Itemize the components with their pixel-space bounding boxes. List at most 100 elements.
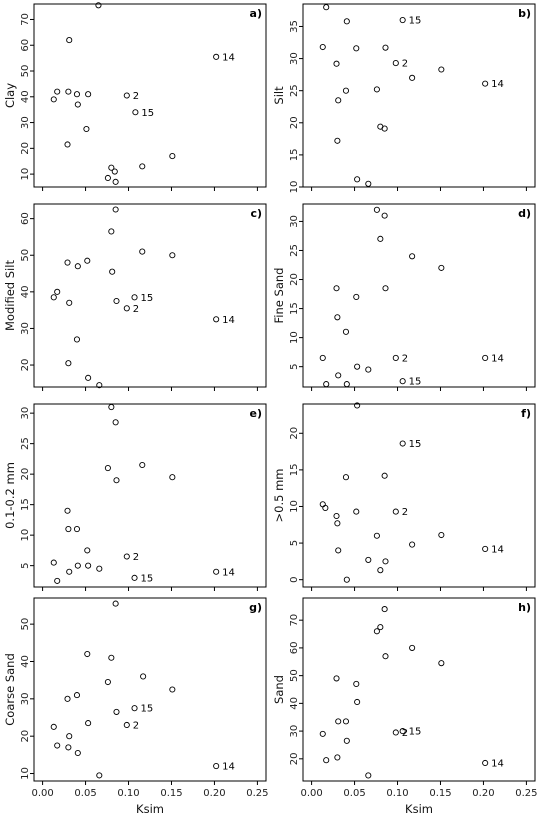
panel-label: h) [518, 601, 531, 614]
data-point [112, 206, 119, 213]
chart-panel: 10 20 30 40 50 60 70 Clay a) 215 14 [3, 2, 267, 191]
data-point [66, 568, 73, 575]
data-point [213, 53, 220, 60]
data-point [54, 742, 61, 749]
chart-panel: 5 10 15 20 25 30 Fine Sand d) 2 15 14 [272, 203, 536, 391]
data-point [66, 299, 73, 306]
data-point [353, 680, 360, 688]
x-tick-label: 0.15 [429, 788, 451, 799]
y-tick-label: 20 [20, 142, 31, 155]
data-point [74, 263, 81, 270]
data-point [392, 354, 399, 362]
point-annotation: 14 [491, 353, 504, 364]
y-tick-label: 40 [20, 285, 31, 298]
data-point [382, 558, 389, 565]
data-point [74, 749, 81, 757]
data-point [66, 37, 73, 44]
y-tick-label: 5 [289, 363, 300, 369]
y-axis-label: 0.1-0.2 mm [3, 462, 17, 529]
data-point [343, 18, 350, 25]
y-tick-label: 5 [20, 562, 31, 568]
point-annotation: 2 [402, 59, 408, 70]
y-tick-label: 30 [20, 692, 31, 705]
data-point [377, 235, 384, 242]
panel-label: a) [250, 7, 262, 20]
data-point [73, 91, 81, 98]
x-tick-label: 0.25 [246, 788, 268, 799]
y-tick-label: 10 [289, 181, 300, 194]
data-point [377, 624, 384, 631]
data-point [323, 381, 330, 388]
y-tick-label: 10 [20, 767, 31, 780]
data-point [373, 628, 380, 635]
x-tick-label: 0.05 [343, 788, 365, 799]
data-point [139, 461, 146, 469]
data-point [131, 705, 138, 712]
data-point [409, 644, 416, 651]
data-point [169, 252, 176, 259]
data-point [381, 472, 388, 479]
data-point [131, 574, 138, 581]
panel-label: f) [521, 407, 531, 420]
y-tick-label: 0 [289, 576, 300, 582]
data-point [73, 692, 81, 699]
data-point [65, 360, 72, 367]
point-annotation: 14 [491, 544, 504, 555]
plot-frame [33, 203, 267, 388]
data-point [381, 212, 388, 219]
data-point [213, 568, 220, 575]
point-annotation: 2 [402, 353, 408, 364]
data-point [373, 532, 380, 539]
point-annotation: 2 [133, 552, 139, 563]
data-point [319, 501, 326, 508]
data-point [213, 763, 220, 770]
y-tick-label: 5 [289, 540, 300, 546]
data-point [333, 512, 340, 520]
x-tick-label: 0.10 [117, 788, 139, 799]
data-point [139, 163, 146, 170]
y-tick-label: 10 [289, 331, 300, 344]
data-point [392, 60, 399, 67]
data-point [74, 101, 81, 108]
chart-panel: 10 15 20 25 30 35 Silt b) 2 15 14 [272, 3, 536, 194]
data-point [123, 721, 130, 729]
point-annotation: 2 [133, 91, 139, 102]
y-tick-label: 15 [20, 498, 31, 511]
y-axis-label: >0.5 mm [272, 469, 286, 523]
data-point [343, 381, 350, 388]
data-point [132, 109, 139, 116]
data-point [392, 729, 399, 736]
data-point [438, 264, 445, 271]
data-point [335, 372, 342, 379]
y-tick-label: 15 [289, 149, 300, 162]
point-annotation: 15 [409, 16, 422, 27]
data-point [96, 382, 103, 389]
data-point [113, 477, 120, 484]
data-point [84, 547, 91, 554]
data-point [319, 354, 326, 362]
panel-label: c) [250, 207, 262, 220]
data-point [112, 419, 119, 426]
point-annotation: 15 [141, 293, 154, 304]
y-tick-label: 50 [20, 618, 31, 631]
data-point [65, 88, 72, 95]
y-tick-label: 40 [289, 697, 300, 710]
data-point [323, 4, 330, 11]
data-point [343, 576, 350, 583]
data-point [342, 474, 350, 481]
y-tick-label: 70 [289, 614, 300, 627]
data-point [96, 772, 103, 779]
chart-panel: 10 20 30 40 50 0.00 0.05 0.10 0.15 0.20 0.25 Coarse… [3, 597, 269, 816]
data-point [319, 43, 326, 51]
plot-frame [33, 597, 267, 782]
data-point [482, 354, 489, 362]
y-tick-label: 30 [289, 725, 300, 738]
x-tick-label: 0.00 [300, 788, 322, 799]
y-tick-label: 30 [20, 116, 31, 129]
data-point [213, 316, 220, 323]
data-point [85, 374, 92, 381]
data-point [108, 164, 115, 171]
data-point [365, 556, 372, 563]
x-tick-label: 0.20 [203, 788, 225, 799]
data-point [169, 686, 176, 693]
